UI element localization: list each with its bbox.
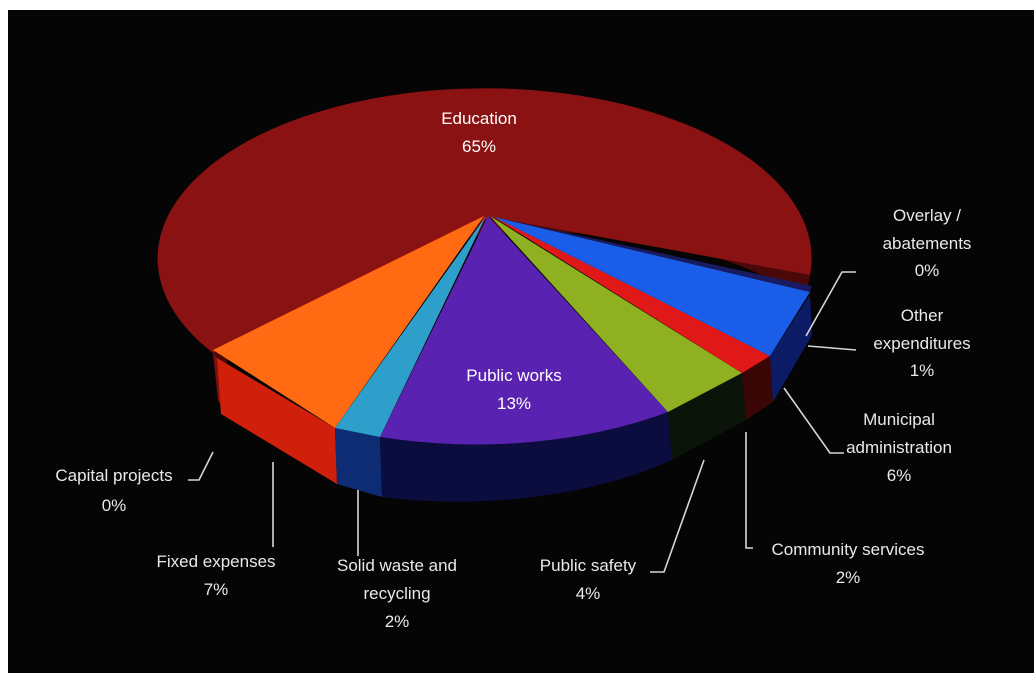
slice-fixed-side [217,358,337,484]
slice-publicworks-side [380,412,672,502]
label-community-name: Community services [771,540,924,559]
label-publicsafety-value: 4% [576,584,601,603]
leader-publicsafety [650,459,705,573]
slice-overlay-top [495,217,812,292]
slice-municipal-side [770,295,812,402]
label-solidwaste-value: 2% [385,612,410,631]
label-overlay-line2: abatements [883,234,972,253]
label-municipal-line2: administration [846,438,952,457]
label-solidwaste-line2: recycling [363,584,430,603]
slice-municipal-top [494,217,810,356]
label-fixed-value: 7% [204,580,229,599]
label-municipal-line1: Municipal [863,410,935,429]
label-overlay-value: 0% [915,261,940,280]
leader-lines [188,271,857,573]
slice-publicsafety-top [490,216,742,412]
label-education-name: Education [441,109,517,128]
label-other-value: 1% [910,361,935,380]
label-publicworks-name: Public works [466,366,561,385]
slice-publicworks-top [380,216,668,445]
slice-other-side [742,356,773,420]
slice-other-top [492,216,770,373]
label-publicsafety-name: Public safety [540,556,637,575]
leader-overlay [805,271,856,337]
label-overlay-line1: Overlay / [893,206,961,225]
label-education-value: 65% [462,137,496,156]
slice-publicsafety-side [668,373,746,460]
slice-education-top [157,88,812,354]
leader-capital [188,451,214,481]
slice-fixed-top [213,216,484,428]
label-other-line1: Other [901,306,944,325]
slice-solidwaste-side [335,428,382,497]
label-publicworks-value: 13% [497,394,531,413]
label-municipal-value: 6% [887,466,912,485]
label-capital-name: Capital projects [55,466,172,485]
leader-municipal [783,387,844,454]
leader-other [807,345,857,351]
slice-labels: Education 65% Public works 13% Overlay /… [55,109,971,631]
pie-tops [213,216,812,445]
slice-solidwaste-top [335,216,486,437]
leader-community [745,432,753,549]
pie-sides [213,295,812,502]
label-other-line2: expenditures [873,334,970,353]
label-capital-value: 0% [102,496,127,515]
label-solidwaste-line1: Solid waste and [337,556,457,575]
label-fixed-name: Fixed expenses [156,552,275,571]
slice-education [157,88,812,393]
label-community-value: 2% [836,568,861,587]
